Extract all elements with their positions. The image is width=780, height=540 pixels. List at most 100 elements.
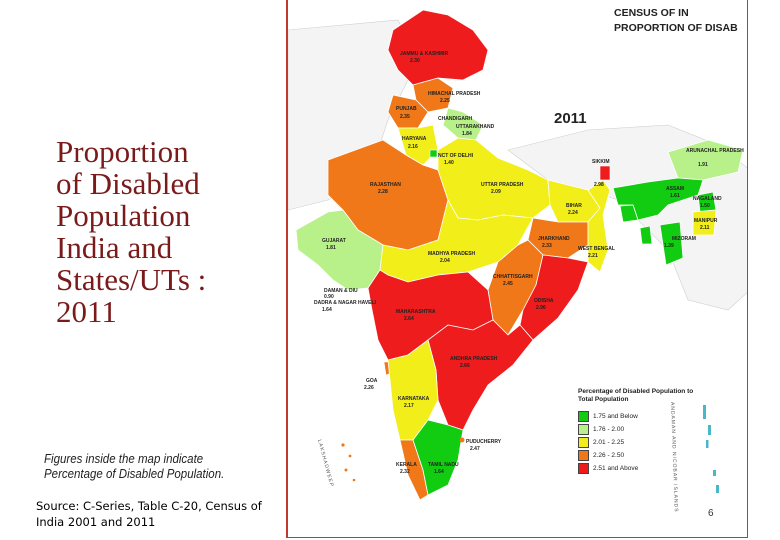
- svg-text:2.24: 2.24: [568, 210, 578, 216]
- label-jk-value: 2.30: [410, 58, 420, 64]
- label-bihar-name: BIHAR: [566, 203, 582, 209]
- label-mp-value: 2.04: [440, 258, 450, 264]
- svg-text:2.66: 2.66: [460, 363, 470, 369]
- label-hp-name: HIMACHAL PRADESH: [428, 91, 481, 97]
- label-puducherry-value: 2.47: [470, 446, 480, 452]
- svg-text:1.84: 1.84: [462, 131, 472, 137]
- svg-text:BIHAR: BIHAR: [566, 203, 582, 209]
- svg-text:2.96: 2.96: [536, 305, 546, 311]
- svg-text:2.25: 2.25: [440, 98, 450, 104]
- svg-text:CHANDIGARH: CHANDIGARH: [438, 116, 473, 122]
- svg-text:2.32: 2.32: [400, 469, 410, 475]
- label-nagaland-name: NAGALAND: [693, 196, 722, 202]
- svg-text:PUNJAB: PUNJAB: [396, 106, 417, 112]
- svg-text:DADRA & NAGAR HAVELI: DADRA & NAGAR HAVELI: [314, 300, 377, 306]
- label-haryana-value: 2.16: [408, 144, 418, 150]
- label-daman-value: 0.90: [324, 294, 334, 300]
- label-chhattisgarh-value: 2.45: [503, 281, 513, 287]
- source-citation: Source: C-Series, Table C-20, Census of …: [36, 499, 262, 529]
- label-mizoram-value: 1.39: [664, 243, 674, 249]
- svg-text:2.09: 2.09: [491, 189, 501, 195]
- label-tn-name: TAMIL NADU: [428, 462, 459, 468]
- label-up-value: 2.09: [491, 189, 501, 195]
- label-goa-name: GOA: [366, 378, 378, 384]
- figure-note: Figures inside the map indicate Percenta…: [44, 452, 225, 481]
- svg-text:MADHYA PRADESH: MADHYA PRADESH: [428, 251, 476, 257]
- svg-text:2.35: 2.35: [400, 114, 410, 120]
- label-puducherry-name: PUDUCHERRY: [466, 439, 502, 445]
- svg-text:2.11: 2.11: [700, 225, 710, 231]
- svg-text:RAJASTHAN: RAJASTHAN: [370, 182, 401, 188]
- svg-text:2.04: 2.04: [440, 258, 450, 264]
- india-map: JAMMU & KASHMIR 2.30 HIMACHAL PRADESH 2.…: [286, 0, 748, 538]
- label-goa-value: 2.26: [364, 385, 374, 391]
- svg-text:2.98: 2.98: [594, 182, 604, 188]
- label-uttarakhand-name: UTTARAKHAND: [456, 124, 495, 130]
- label-chandigarh-name: CHANDIGARH: [438, 116, 473, 122]
- region-andhra-pradesh: [427, 319, 534, 431]
- svg-text:1.39: 1.39: [664, 243, 674, 249]
- svg-text:2.33: 2.33: [542, 243, 552, 249]
- region-jammu-kashmir: [387, 9, 489, 86]
- label-manipur-name: MANIPUR: [694, 218, 718, 224]
- label-ap-value: 2.66: [460, 363, 470, 369]
- svg-text:1.61: 1.61: [670, 193, 680, 199]
- region-tamil-nadu: [412, 419, 464, 496]
- region-mizoram: [659, 221, 684, 266]
- svg-text:2.30: 2.30: [410, 58, 420, 64]
- label-haryana-name: HARYANA: [402, 136, 427, 142]
- label-daman-name: DAMAN & DIU: [324, 288, 358, 294]
- svg-text:1.81: 1.81: [326, 245, 336, 251]
- svg-text:UTTARAKHAND: UTTARAKHAND: [456, 124, 495, 130]
- label-wb-name: WEST BENGAL: [578, 246, 615, 252]
- label-lakshadweep: LAKSHADWEEP: [316, 439, 334, 488]
- label-kerala-value: 2.32: [400, 469, 410, 475]
- svg-text:ODISHA: ODISHA: [534, 298, 554, 304]
- svg-text:KARNATAKA: KARNATAKA: [398, 396, 430, 402]
- svg-text:WEST BENGAL: WEST BENGAL: [578, 246, 615, 252]
- svg-text:JHARKHAND: JHARKHAND: [538, 236, 570, 242]
- label-arunachal-name: ARUNACHAL PRADESH: [686, 148, 744, 154]
- label-jharkhand-name: JHARKHAND: [538, 236, 570, 242]
- svg-text:TAMIL NADU: TAMIL NADU: [428, 462, 459, 468]
- label-mp-name: MADHYA PRADESH: [428, 251, 476, 257]
- label-uttarakhand-value: 1.84: [462, 131, 472, 137]
- legend-swatch: [578, 450, 589, 461]
- region-west-bengal: [587, 179, 611, 273]
- label-rajasthan-name: RAJASTHAN: [370, 182, 401, 188]
- page-number: 6: [708, 508, 714, 519]
- label-nagaland-value: 1.50: [700, 203, 710, 209]
- svg-text:ANDHRA PRADESH: ANDHRA PRADESH: [450, 356, 498, 362]
- label-maharashtra-name: MAHARASHTRA: [396, 309, 436, 315]
- svg-text:2.26: 2.26: [364, 385, 374, 391]
- label-assam-value: 1.61: [670, 193, 680, 199]
- svg-text:2.17: 2.17: [404, 403, 414, 409]
- svg-text:HIMACHAL PRADESH: HIMACHAL PRADESH: [428, 91, 481, 97]
- label-punjab-value: 2.35: [400, 114, 410, 120]
- label-gujarat-name: GUJARAT: [322, 238, 346, 244]
- legend-item: 1.76 - 2.00: [578, 423, 708, 436]
- svg-text:SIKKIM: SIKKIM: [592, 159, 610, 165]
- svg-text:DAMAN & DIU: DAMAN & DIU: [324, 288, 358, 294]
- slide-title: Proportion of Disabled Population India …: [56, 134, 207, 329]
- svg-text:MIZORAM: MIZORAM: [672, 236, 696, 242]
- svg-text:2.45: 2.45: [503, 281, 513, 287]
- label-jk-name: JAMMU & KASHMIR: [400, 51, 448, 57]
- svg-text:2.28: 2.28: [378, 189, 388, 195]
- label-arunachal-value: 1.91: [698, 162, 708, 168]
- legend-label: 2.51 and Above: [593, 465, 639, 472]
- legend-swatch: [578, 411, 589, 422]
- legend-label: 1.75 and Below: [593, 413, 638, 420]
- map-canvas: JAMMU & KASHMIR 2.30 HIMACHAL PRADESH 2.…: [288, 9, 747, 513]
- legend-swatch: [578, 424, 589, 435]
- svg-text:1.64: 1.64: [434, 469, 444, 475]
- label-karnataka-name: KARNATAKA: [398, 396, 430, 402]
- label-up-name: UTTAR PRADESH: [481, 182, 524, 188]
- label-karnataka-value: 2.17: [404, 403, 414, 409]
- svg-text:NCT OF DELHI: NCT OF DELHI: [438, 153, 474, 159]
- region-tripura: [639, 225, 653, 245]
- map-header: CENSUS OF IN PROPORTION OF DISAB: [614, 6, 747, 36]
- legend-label: 2.01 - 2.25: [593, 439, 625, 446]
- svg-text:NAGALAND: NAGALAND: [693, 196, 722, 202]
- label-chhattisgarh-name: CHHATTISGARH: [493, 274, 533, 280]
